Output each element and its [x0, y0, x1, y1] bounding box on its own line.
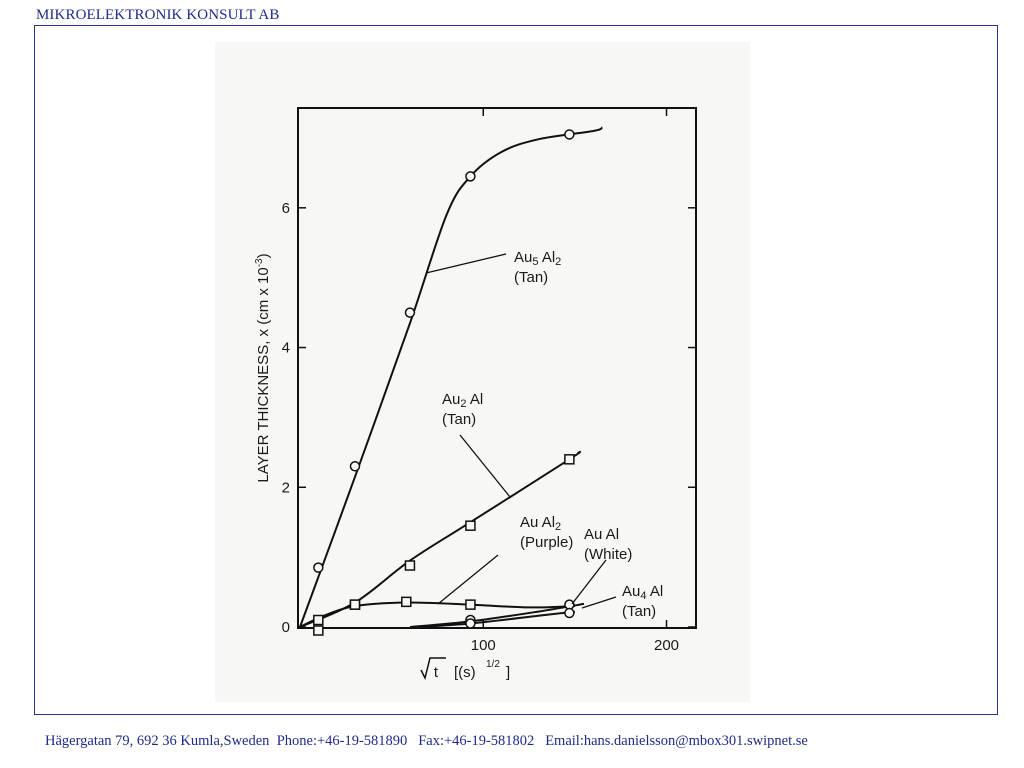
series-label-au4-al-tan: Au4 Al: [622, 583, 663, 602]
point-au2-al-tan: [404, 560, 416, 571]
svg-text:[(s): [(s): [454, 664, 476, 681]
footer-contact: Hägergatan 79, 692 36 Kumla,Sweden Phone…: [45, 733, 808, 750]
slide-frame: [34, 25, 998, 715]
tick-group: 0 2 4 6 100 200: [282, 108, 696, 654]
label-fragment: Au: [442, 391, 460, 408]
curve-group: [299, 126, 603, 628]
label-fragment: 5: [532, 256, 538, 268]
y-tick-label: 2: [282, 479, 290, 496]
series-sublabel-au4-al-tan: (Tan): [622, 603, 656, 620]
y-tick-label: 0: [282, 619, 290, 636]
point-au2-al-tan: [313, 614, 324, 626]
leader-line-au2-al-tan: [459, 434, 511, 498]
series-sublabel-au-al-white: (White): [584, 546, 632, 563]
curve-au-al-white: [409, 602, 585, 628]
leader-line-au4-al-tan: [581, 596, 617, 609]
label-fragment: 4: [640, 590, 646, 602]
svg-text:]: ]: [506, 664, 510, 681]
series-label-au5-al2-tan: Au5 Al2: [514, 249, 561, 268]
x-tick-label: 200: [654, 637, 679, 654]
point-au2-al-tan: [465, 520, 476, 531]
point-au5-al2-tan: [349, 461, 361, 472]
y-tick-label: 4: [282, 340, 290, 357]
footer-fax: Fax:+46-19-581802: [418, 733, 535, 749]
point-au5-al2-tan: [313, 562, 324, 573]
label-fragment: Au: [622, 583, 640, 600]
point-au-al2-purple: [401, 596, 412, 608]
marker-group: [313, 129, 575, 636]
point-au5-al2-tan: [465, 171, 476, 182]
label-fragment: Al: [538, 249, 555, 266]
label-fragment: 2: [555, 521, 561, 533]
curve-au5-al2-tan: [299, 126, 603, 628]
footer-address: Hägergatan 79, 692 36 Kumla,Sweden: [45, 733, 270, 749]
point-au4-al-tan: [465, 618, 476, 629]
company-name: MIKROELEKTRONIK KONSULT AB: [36, 7, 280, 23]
plot-frame: [297, 107, 697, 629]
label-fragment: Au Al: [584, 526, 619, 543]
footer-email: Email:hans.danielsson@mbox301.swipnet.se: [545, 733, 808, 749]
leader-line-au-al2-purple: [437, 554, 499, 605]
point-au-al2-purple: [465, 599, 476, 610]
leader-line-au5-al2-tan: [425, 253, 507, 274]
y-axis-label: LAYER THICKNESS, x (cm x 10-3): [254, 253, 272, 482]
x-axis-label: t [(s) 1/2 ]: [420, 657, 510, 681]
point-au-al2-purple: [349, 599, 361, 610]
label-fragment: 2: [460, 398, 466, 410]
point-au2-al-tan: [313, 625, 324, 636]
series-sublabel-au-al2-purple: (Purple): [520, 534, 573, 551]
x-tick-label: 100: [471, 637, 496, 654]
label-fragment: Al: [466, 391, 483, 408]
series-label-au2-al-tan: Au2 Al: [442, 391, 483, 410]
curve-au-al2-purple: [299, 601, 575, 628]
point-au2-al-tan: [564, 454, 575, 465]
scanned-figure-background: [215, 42, 750, 702]
label-fragment: Au Al: [520, 514, 555, 531]
annotation-group: Au5 Al2(Tan)Au2 Al(Tan)Au Al2(Purple) Au …: [425, 249, 663, 620]
svg-text:t: t: [434, 664, 439, 681]
series-label-au-al2-purple: Au Al2: [520, 514, 561, 533]
point-au5-al2-tan: [404, 307, 416, 318]
svg-text:1/2: 1/2: [486, 659, 500, 670]
series-sublabel-au5-al2-tan: (Tan): [514, 269, 548, 286]
curve-au4-al-tan: [419, 610, 576, 628]
label-fragment: Al: [646, 583, 663, 600]
label-fragment: Au: [514, 249, 532, 266]
y-tick-label: 6: [282, 200, 290, 217]
leader-line-au-al-white: [571, 559, 607, 605]
series-label-au-al-white: Au Al: [584, 526, 619, 543]
series-sublabel-au2-al-tan: (Tan): [442, 411, 476, 428]
point-au4-al-tan: [564, 607, 575, 619]
label-fragment: 2: [555, 256, 561, 268]
footer-phone: Phone:+46-19-581890: [276, 733, 408, 749]
point-au5-al2-tan: [564, 129, 575, 140]
